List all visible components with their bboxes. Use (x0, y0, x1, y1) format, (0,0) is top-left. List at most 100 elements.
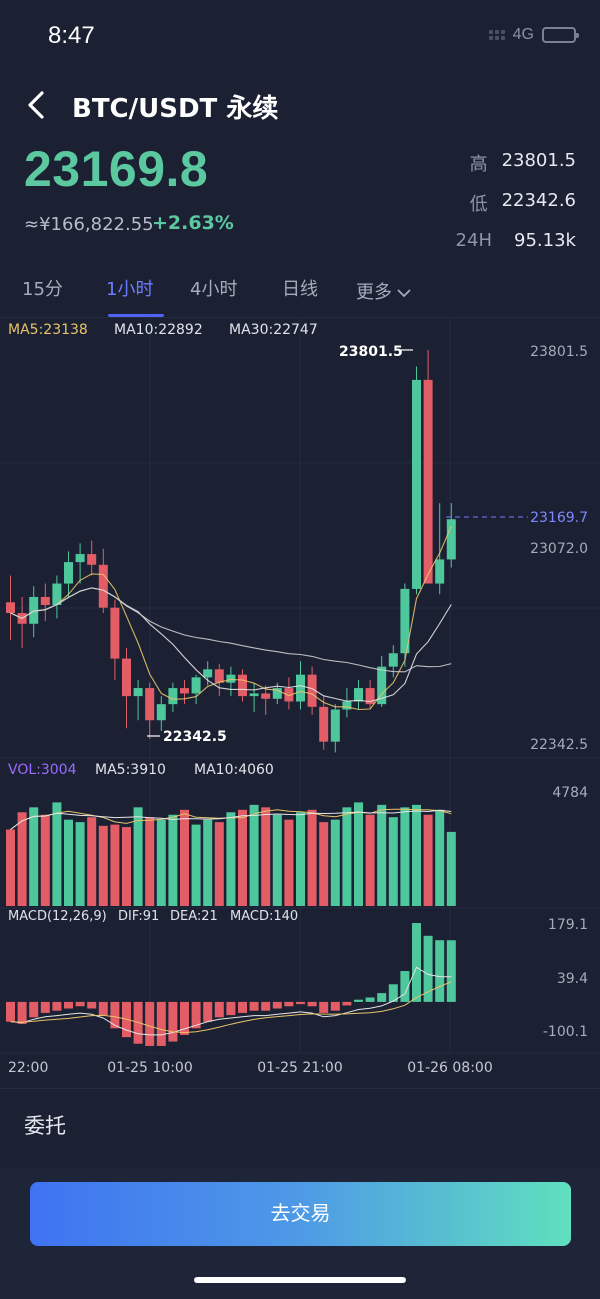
macd-bar-1 (17, 1001, 27, 1024)
candles (6, 350, 456, 753)
macd-bar-7 (87, 1001, 97, 1009)
volume-bar-27 (319, 822, 329, 906)
tabs-divider (0, 317, 600, 318)
macd-dea-label: DEA:21 (170, 909, 218, 924)
macd-bar-37 (435, 940, 445, 1002)
candle-body-30 (354, 688, 363, 702)
candle-body-29 (342, 701, 352, 710)
candle-body-13 (156, 704, 166, 721)
macd-axis-bottom: -100.1 (543, 1024, 588, 1040)
macd-bar-6 (75, 1001, 85, 1007)
candle-body-34 (400, 588, 410, 654)
tab-4h[interactable]: 4小时 (190, 279, 238, 300)
pair-title[interactable]: BTC/USDT 永续 (72, 94, 279, 124)
macd-bar-32 (377, 993, 387, 1002)
candle-body-15 (180, 688, 189, 694)
candle-body-18 (214, 669, 224, 683)
volume-bar-32 (377, 804, 387, 906)
macd-name-label: MACD(12,26,9) (8, 909, 107, 924)
interval-tabs: 15分 1小时 4小时 日线 更多 (0, 270, 600, 316)
time-axis-2: 01-25 21:00 (257, 1060, 342, 1076)
tab-1h[interactable]: 1小时 (106, 279, 154, 300)
volume-bar-15 (180, 809, 189, 906)
macd-bar-18 (214, 1001, 224, 1018)
home-indicator (194, 1277, 406, 1283)
stat-high-label: 高 (469, 154, 488, 175)
volume-bar-13 (156, 819, 166, 906)
volume-bar-37 (435, 809, 445, 906)
macd-bar-17 (203, 1001, 213, 1022)
candle-body-35 (412, 379, 421, 589)
orders-section-title[interactable]: 委托 (24, 1114, 66, 1138)
candle-body-6 (75, 554, 85, 563)
stat-low-value: 22342.6 (501, 190, 576, 211)
candle-body-22 (261, 693, 271, 699)
tab-1d[interactable]: 日线 (282, 279, 318, 300)
macd-bar-31 (365, 997, 375, 1002)
macd-bar-28 (330, 1001, 340, 1011)
volume-bar-35 (412, 804, 421, 906)
status-indicators: 4G (488, 26, 579, 44)
volume-bar-18 (214, 822, 224, 906)
ma10-label: MA10:22892 (114, 322, 203, 338)
candle-body-4 (52, 583, 62, 605)
macd-dif-label: DIF:91 (118, 909, 159, 924)
macd-axis-top: 179.1 (548, 917, 588, 933)
candle-body-14 (168, 688, 178, 705)
macd-bar-29 (342, 1001, 352, 1006)
candle-body-8 (98, 564, 108, 608)
low-annotation: 22342.5 (163, 729, 227, 745)
back-arrow-icon[interactable] (22, 90, 52, 120)
macd-bar-33 (388, 984, 398, 1002)
macd-bar-19 (226, 1001, 236, 1016)
volume-bar-2 (29, 807, 39, 906)
volume-bar-21 (249, 804, 259, 906)
macd-bar-36 (423, 935, 433, 1002)
price-axis-top: 23801.5 (530, 344, 588, 360)
status-time: 8:47 (48, 22, 95, 49)
volume-bar-17 (203, 819, 213, 906)
volume-bar-38 (446, 831, 456, 906)
stat-low-label: 低 (469, 194, 488, 215)
ma30-line (10, 587, 452, 673)
candle-body-27 (319, 706, 329, 742)
candle-body-31 (365, 688, 375, 705)
candle-body-17 (203, 669, 213, 678)
vol-axis-max: 4784 (552, 785, 588, 801)
candle-body-38 (446, 519, 456, 560)
macd-dea-line (10, 981, 452, 1034)
kline-chart[interactable]: MA5:23138 MA10:22892 MA30:22747 23801.5 … (0, 318, 600, 1088)
macd-bar-15 (180, 1001, 189, 1035)
macd-bar-21 (249, 1001, 259, 1011)
trade-button[interactable]: 去交易 (30, 1182, 571, 1246)
ma-lines (10, 525, 452, 711)
tab-15m[interactable]: 15分 (22, 279, 63, 300)
candle-body-36 (423, 379, 433, 584)
candle-body-32 (377, 666, 387, 705)
candle-body-21 (249, 693, 259, 697)
vol-ma10-label: MA10:4060 (194, 762, 274, 778)
candle-body-12 (145, 688, 155, 721)
macd-bar-0 (6, 1001, 15, 1022)
macd-bars (6, 923, 456, 1046)
volume-bar-1 (17, 812, 27, 906)
volume-bar-16 (191, 824, 201, 906)
tab-more[interactable]: 更多 (356, 270, 412, 316)
volume-bar-22 (261, 807, 271, 906)
macd-bar-35 (412, 923, 421, 1002)
macd-bar-23 (272, 1001, 282, 1009)
signal-icon (488, 30, 505, 40)
macd-bar-14 (168, 1001, 178, 1042)
candle-body-7 (87, 554, 97, 565)
price-change: +2.63% (152, 212, 234, 234)
tab-more-label: 更多 (356, 282, 392, 303)
candle-body-24 (284, 688, 294, 702)
cny-price: ≈¥166,822.55 (24, 214, 154, 235)
candle-body-23 (272, 688, 282, 699)
volume-bar-14 (168, 814, 178, 906)
macd-bar-8 (98, 1001, 108, 1016)
volume-bar-34 (400, 807, 410, 906)
volume-bar-31 (365, 814, 375, 906)
volume-bar-24 (284, 819, 294, 906)
candle-body-16 (191, 677, 201, 694)
